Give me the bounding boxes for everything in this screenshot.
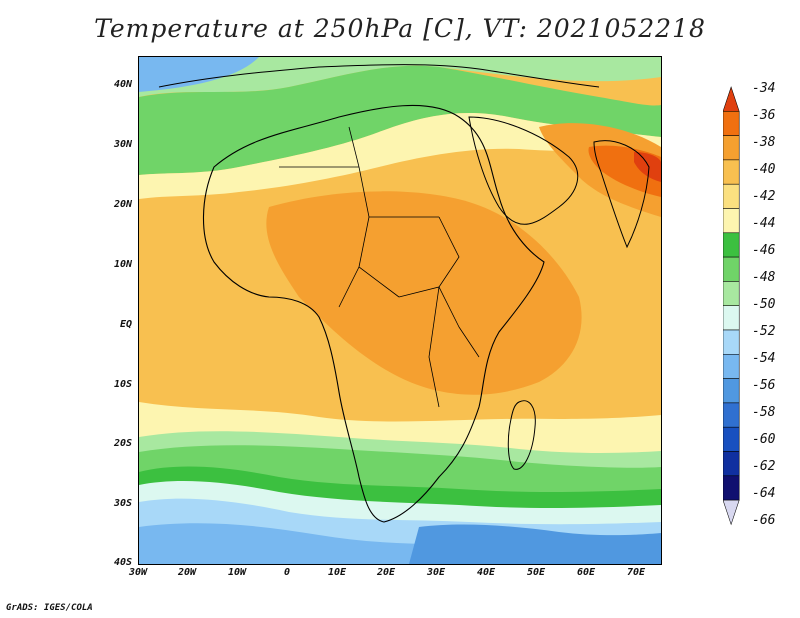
colorbar-label: -62 <box>752 459 776 474</box>
colorbar-label: -56 <box>752 378 776 393</box>
map-canvas <box>139 57 661 564</box>
colorbar-label: -60 <box>752 432 776 447</box>
colorbar-label: -58 <box>752 405 776 420</box>
colorbar-segment <box>723 281 740 306</box>
colorbar-segment <box>723 86 740 112</box>
lat-label-40s: 40S <box>113 557 132 568</box>
colorbar <box>723 86 740 526</box>
map-title: Temperature at 250hPa [C], VT: 202105221… <box>94 14 706 43</box>
colorbar-segment <box>723 354 740 379</box>
lon-label-10e: 10E <box>327 567 347 578</box>
lon-label-70e: 70E <box>626 567 646 578</box>
colorbar-segment <box>723 305 740 331</box>
colorbar-label: -54 <box>752 351 776 366</box>
colorbar-segment <box>723 451 740 477</box>
lon-label-30w: 30W <box>128 567 148 578</box>
lon-label-40e: 40E <box>476 567 496 578</box>
colorbar-label: -38 <box>752 135 776 150</box>
colorbar-segment <box>723 159 740 185</box>
colorbar-segment <box>723 329 740 355</box>
colorbar-segment <box>723 208 740 234</box>
colorbar-label: -64 <box>752 486 776 501</box>
colorbar-segment <box>723 402 740 428</box>
colorbar-segment <box>723 232 740 258</box>
lon-label-10w: 10W <box>227 567 247 578</box>
colorbar-segment <box>723 426 740 452</box>
lon-label-20w: 20W <box>177 567 197 578</box>
lat-label-10n: 10N <box>113 259 132 270</box>
lon-label-20e: 20E <box>376 567 396 578</box>
colorbar-label: -40 <box>752 162 776 177</box>
colorbar-segment <box>723 183 740 209</box>
colorbar-segment <box>723 111 740 136</box>
grads-credit: GrADS: IGES/COLA <box>6 603 93 613</box>
colorbar-label: -34 <box>752 81 776 96</box>
colorbar-label: -44 <box>752 216 776 231</box>
lon-label-30e: 30E <box>426 567 446 578</box>
temperature-map <box>138 56 662 565</box>
colorbar-label: -66 <box>752 513 776 528</box>
colorbar-label: -50 <box>752 297 776 312</box>
colorbar-label: -42 <box>752 189 776 204</box>
colorbar-segment <box>723 256 740 282</box>
colorbar-segment <box>723 499 740 526</box>
colorbar-segment <box>723 135 740 161</box>
colorbar-label: -46 <box>752 243 776 258</box>
lat-label-40n: 40N <box>113 79 132 90</box>
lat-label-30s: 30S <box>113 498 132 509</box>
colorbar-segment <box>723 475 740 501</box>
colorbar-label: -36 <box>752 108 776 123</box>
colorbar-segment <box>723 378 740 404</box>
lat-label-30n: 30N <box>113 139 132 150</box>
lon-label-60e: 60E <box>576 567 596 578</box>
lat-label-20s: 20S <box>113 438 132 449</box>
lat-label-eq: EQ <box>119 319 132 330</box>
colorbar-label: -48 <box>752 270 776 285</box>
colorbar-label: -52 <box>752 324 776 339</box>
lon-label-0: 0 <box>283 567 291 578</box>
lat-label-20n: 20N <box>113 199 132 210</box>
lat-label-10s: 10S <box>113 379 132 390</box>
lon-label-50e: 50E <box>526 567 546 578</box>
